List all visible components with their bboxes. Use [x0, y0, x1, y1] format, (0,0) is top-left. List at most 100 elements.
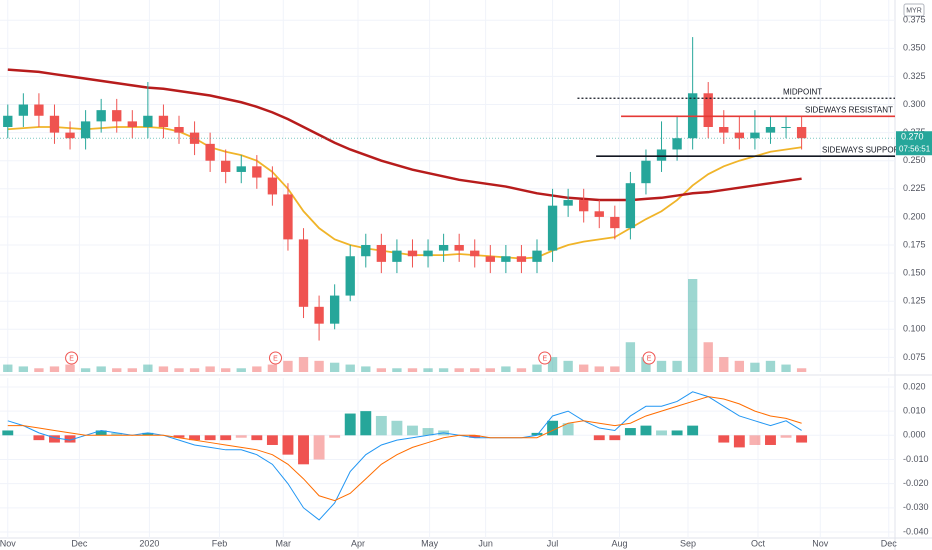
candle-body: [656, 149, 667, 161]
histogram-bar: [749, 435, 761, 445]
histogram-bar: [251, 435, 263, 441]
histogram-bar: [780, 435, 792, 438]
x-tick-label: Nov: [0, 538, 16, 548]
volume-bar: [625, 342, 636, 372]
histogram-bar: [407, 425, 418, 436]
candle-body: [672, 138, 682, 150]
volume-bar: [470, 368, 480, 372]
volume-bar: [750, 362, 760, 372]
volume-bar: [407, 368, 418, 372]
y-tick-label: 0.125: [903, 296, 926, 306]
candle-body: [765, 126, 776, 133]
histogram-bar: [360, 411, 372, 436]
volume-bar: [127, 368, 137, 372]
histogram-bar: [562, 423, 574, 436]
volume-bar: [65, 364, 75, 372]
volume-bar: [796, 368, 807, 372]
candle-body: [470, 250, 480, 257]
moving-average: [7, 126, 802, 260]
candle-body: [610, 216, 620, 229]
y-tick-label: 0.150: [903, 267, 926, 277]
histogram-bar: [375, 415, 387, 436]
event-marker: [65, 351, 79, 365]
y-tick-label: 0.375: [903, 15, 926, 25]
candle-body: [112, 110, 122, 122]
candle-body: [34, 104, 44, 116]
histogram-bar: [111, 432, 123, 436]
volume-bar: [18, 366, 29, 372]
currency-badge: [903, 3, 925, 17]
macd-line: [7, 391, 802, 521]
volume-bar: [174, 368, 184, 372]
volume-bar: [345, 364, 355, 372]
volume-bar: [501, 366, 511, 372]
volume-bar: [438, 368, 449, 372]
volume-bar: [392, 368, 402, 372]
x-tick-label: Dec: [71, 538, 88, 548]
candle-body: [532, 250, 542, 262]
candle-body: [127, 121, 137, 127]
x-tick-label: Feb: [212, 538, 228, 548]
candle-body: [781, 126, 791, 128]
candle-body: [236, 166, 246, 172]
candle-body: [65, 132, 75, 139]
candle-body: [516, 256, 527, 262]
volume-bar: [205, 366, 215, 372]
x-tick-label: May: [421, 538, 439, 548]
histogram-bar: [624, 428, 636, 436]
event-marker: [642, 351, 656, 365]
x-tick-label: Jul: [547, 538, 559, 548]
y-tick-label: -0.030: [903, 502, 929, 512]
volume-bar: [579, 364, 589, 372]
event-marker: [538, 351, 552, 365]
volume-bar: [641, 357, 651, 372]
candle-body: [438, 245, 449, 251]
candle-body: [625, 183, 636, 229]
y-tick-label: 0.000: [903, 430, 926, 440]
histogram-bar: [266, 435, 278, 445]
candle-body: [221, 160, 231, 172]
candle-body: [579, 200, 589, 212]
volume-bar: [594, 366, 604, 372]
volume-bar: [49, 366, 60, 372]
histogram-bar: [313, 435, 325, 460]
volume-bar: [485, 368, 495, 372]
x-tick-label: Sep: [680, 538, 696, 548]
candle-body: [3, 115, 13, 127]
countdown: 07:56:51: [899, 144, 931, 153]
y-tick-label: -0.040: [903, 526, 929, 536]
volume-bar: [547, 357, 558, 372]
histogram-bar: [344, 413, 356, 436]
y-tick-label: 0.300: [903, 99, 926, 109]
volume-bar: [454, 368, 464, 372]
candle-body: [734, 132, 745, 139]
volume-bar: [3, 364, 13, 372]
volume-bar: [781, 364, 791, 372]
volume-bar: [314, 360, 324, 372]
histogram-bar: [796, 435, 808, 443]
y-tick-label: 0.250: [903, 155, 926, 165]
candle-body: [423, 250, 433, 257]
volume-bar: [112, 368, 122, 372]
histogram-bar: [173, 435, 185, 438]
histogram-bar: [64, 435, 76, 443]
histogram-bar: [531, 432, 543, 436]
candle-body: [158, 115, 169, 127]
candle-body: [143, 115, 153, 127]
candle-body: [594, 211, 604, 217]
candle-body: [80, 121, 91, 139]
volume-bar: [532, 364, 542, 372]
candle-body: [314, 306, 324, 324]
signal-line: [7, 396, 802, 502]
x-tick-label: Jun: [478, 538, 493, 548]
volume-bar: [687, 279, 698, 372]
last-price-label: 0.270: [901, 132, 924, 142]
candle-body: [49, 115, 60, 133]
histogram-bar: [609, 435, 621, 441]
moving-average: [7, 68, 802, 202]
candle-body: [454, 245, 464, 251]
histogram-bar: [95, 430, 107, 436]
histogram-bar: [298, 435, 309, 465]
